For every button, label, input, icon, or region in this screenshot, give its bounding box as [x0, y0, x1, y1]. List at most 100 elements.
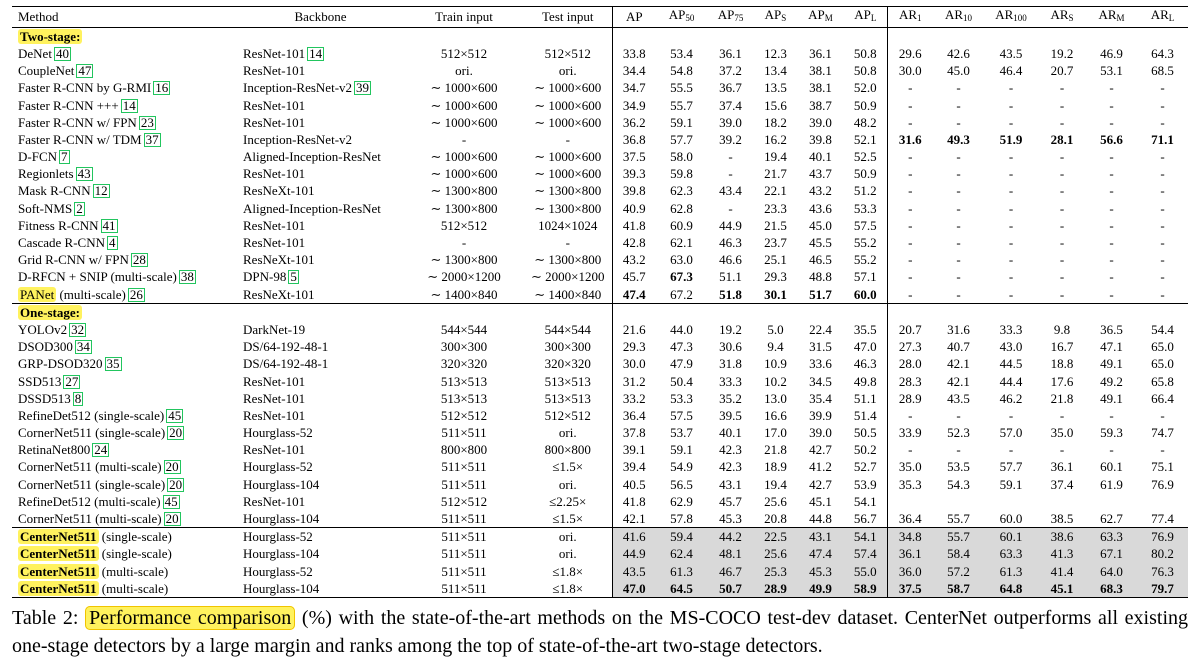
ap-metric-cell: 51.8 [719, 286, 742, 302]
ap-metric-cell: 36.1 [719, 45, 742, 61]
ap-metric-cell: 44.8 [809, 511, 832, 527]
ar-metric-cell: - [1059, 200, 1065, 216]
citation-link[interactable]: 26 [127, 286, 145, 302]
ar-metric-cell: 49.2 [1100, 373, 1123, 389]
ap-metric-cell: 59.1 [670, 114, 693, 130]
citation-link[interactable]: 16 [153, 80, 171, 96]
ar-metric-cell: - [1160, 114, 1165, 130]
ap-metric-cell: 43.5 [611, 562, 656, 580]
citation-link[interactable]: 35 [104, 356, 122, 372]
table-row: SSD513 27 ResNet-101 513×513 513×513 31.2 50.4… [12, 372, 1188, 390]
ar-metric-cell: 28.3 [886, 372, 933, 390]
test-input-cell: ∼ 1000×600 [534, 149, 602, 165]
table-row: CenterNet511 (single-scale) Hourglass-52 5… [12, 527, 1188, 546]
citation-link[interactable]: 24 [92, 442, 110, 458]
backbone-name: ResNet-101 [243, 442, 306, 458]
citation-link[interactable]: 12 [92, 183, 110, 199]
citation-link[interactable]: 32 [69, 321, 87, 337]
method-cell: CenterNet511 (multi-scale) [12, 580, 237, 599]
ar-metric-cell: - [956, 183, 961, 199]
ar-metric-cell: 54.4 [1151, 321, 1174, 337]
citation-link[interactable]: 45 [166, 407, 184, 423]
ar-metric-cell: 45.1 [1038, 580, 1086, 599]
ap-metric-cell: 5.0 [767, 321, 784, 337]
train-input-cell: 512×512 [440, 493, 488, 509]
citation-link[interactable]: 23 [138, 114, 156, 130]
citation-link[interactable]: 40 [53, 45, 71, 61]
train-input-cell: ∼ 1000×600 [430, 97, 498, 113]
ar-metric-cell: 52.3 [947, 425, 970, 441]
citation-link[interactable]: 7 [59, 149, 70, 165]
ap-metric-cell: 21.7 [764, 166, 787, 182]
ap-metric-cell: 35.2 [719, 390, 742, 406]
citation-link[interactable]: 38 [178, 269, 196, 285]
citation-link[interactable]: 14 [307, 45, 325, 61]
test-input-cell: ∼ 1300×800 [534, 200, 602, 216]
ap-metric-cell: 36.1 [809, 45, 832, 61]
citation-link[interactable]: 34 [74, 339, 92, 355]
method-name: CornerNet511 (single-scale) [18, 476, 166, 492]
citation-link[interactable]: 20 [167, 476, 185, 492]
citation-link[interactable]: 41 [100, 217, 118, 233]
citation-link[interactable]: 5 [288, 269, 299, 285]
ar-metric-cell: - [956, 252, 961, 268]
citation-link[interactable]: 20 [163, 459, 181, 475]
ap-metric-cell: 39.5 [719, 407, 742, 423]
column-header-label: AR [1098, 7, 1117, 23]
citation-link[interactable]: 37 [143, 131, 161, 147]
ar-metric-cell: 16.7 [1050, 339, 1074, 355]
ar-metric-cell: 29.6 [886, 45, 933, 63]
ap-metric-cell: 30.6 [719, 339, 742, 355]
test-input-cell: 800×800 [544, 442, 591, 458]
ar-metric-cell: - [1059, 286, 1065, 302]
citation-link[interactable]: 45 [162, 493, 180, 509]
citation-link[interactable]: 27 [63, 373, 81, 389]
ar-metric-cell: - [956, 80, 961, 96]
table-row: CenterNet511 (single-scale) Hourglass-104… [12, 545, 1188, 563]
method-name: SSD513 [18, 373, 62, 389]
ap-metric-cell: 33.2 [611, 389, 656, 408]
ap-metric-cell: 46.6 [719, 252, 742, 268]
ap-metric-cell: 48.2 [853, 114, 877, 130]
ap-metric-cell: 46.3 [853, 356, 877, 372]
section-label: Two-stage: [18, 28, 83, 44]
citation-link[interactable]: 43 [75, 166, 93, 182]
citation-link[interactable]: 47 [76, 63, 94, 79]
column-header-label: AP [625, 9, 643, 25]
ar-metric-cell: - [1160, 407, 1165, 423]
ar-metric-cell: - [956, 269, 961, 285]
method-name: D-RFCN + SNIP (multi-scale) [18, 269, 177, 285]
ap-metric-cell: 41.8 [611, 493, 656, 511]
citation-link[interactable]: 2 [74, 200, 85, 216]
ar-metric-cell: - [1160, 269, 1165, 285]
train-input-cell: 512×512 [440, 45, 488, 61]
backbone-cell: Hourglass-52 [237, 459, 404, 476]
ap-metric-cell: 43.7 [809, 166, 832, 182]
method-cell: Faster R-CNN +++ 14 [12, 97, 237, 114]
method-cell: CenterNet511 (single-scale) [12, 546, 237, 563]
ar-metric-cell: - [886, 234, 933, 252]
ap-metric-cell: 22.4 [809, 321, 832, 337]
ap-metric-cell: 40.9 [611, 199, 656, 218]
column-header: AP [611, 6, 656, 28]
ar-metric-cell: 36.0 [886, 562, 933, 580]
citation-link[interactable]: 39 [354, 80, 372, 96]
citation-link[interactable]: 14 [120, 97, 138, 113]
method-cell: Soft-NMS 2 [12, 200, 237, 217]
table-row: CornerNet511 (single-scale) 20 Hourglass-1… [12, 475, 1188, 494]
citation-link[interactable]: 20 [167, 425, 185, 441]
table-row: DSOD300 34 DS/64-192-48-1 300×300 300×300 29.… [12, 338, 1188, 356]
table-row: PANet (multi-scale) 26 ResNeXt-101 ∼ 1400×8… [12, 285, 1188, 304]
ap-metric-cell: 37.2 [719, 63, 742, 79]
ar-metric-cell: - [1008, 252, 1014, 268]
citation-link[interactable]: 4 [107, 235, 118, 251]
citation-link[interactable]: 20 [163, 511, 181, 527]
citation-link[interactable]: 28 [130, 252, 148, 268]
backbone-cell: ResNet-101 [237, 62, 404, 79]
ar-metric-cell: 54.3 [947, 476, 970, 492]
backbone-cell: ResNeXt-101 [237, 286, 404, 304]
method-cell: DSSD513 8 [12, 390, 237, 407]
ap-metric-cell: 47.0 [853, 339, 877, 355]
ap-metric-cell: 21.5 [764, 217, 787, 233]
citation-link[interactable]: 8 [72, 390, 84, 406]
